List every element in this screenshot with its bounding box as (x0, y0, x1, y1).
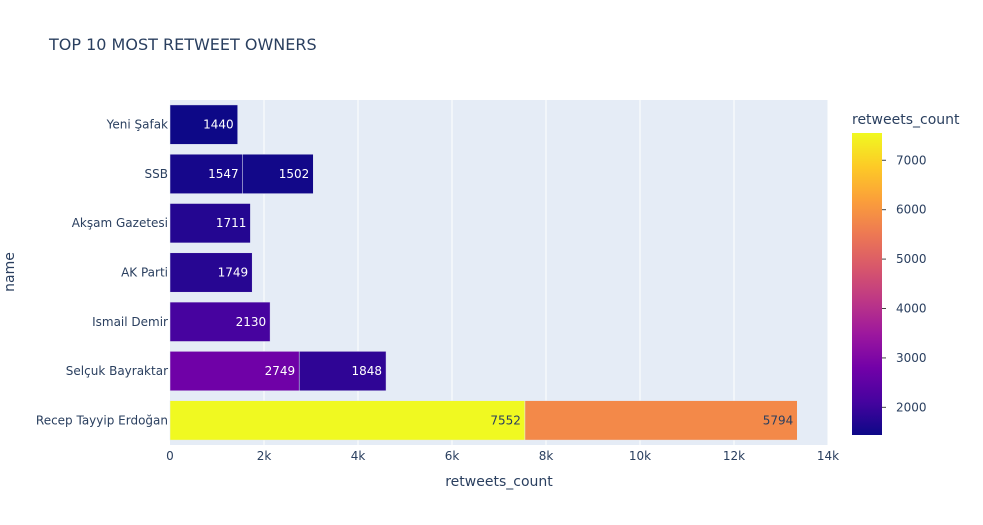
colorbar-tick-label: 7000 (896, 153, 927, 167)
y-tick-label: Selçuk Bayraktar (66, 364, 168, 378)
x-axis-ticks: 0 2k 4k 6k 8k 10k 12k 14k (166, 449, 839, 463)
bar-value-label: 1440 (203, 118, 234, 132)
bar (169, 252, 253, 293)
colorbar-tick-label: 2000 (896, 400, 927, 414)
x-tick-label: 12k (723, 449, 745, 463)
x-tick-label: 4k (351, 449, 366, 463)
colorbar-tick-label: 4000 (896, 302, 927, 316)
x-tick-label: 10k (629, 449, 651, 463)
y-tick-label: SSB (145, 167, 168, 181)
x-tick-label: 14k (817, 449, 839, 463)
y-axis-title: name (2, 252, 18, 292)
x-tick-label: 6k (445, 449, 460, 463)
colorbar-tick-label: 6000 (896, 203, 927, 217)
bar-value-label: 5794 (763, 413, 794, 427)
bar (169, 400, 526, 441)
bar-value-label: 1749 (218, 266, 249, 280)
x-axis-title: retweets_count (445, 474, 553, 490)
colorbar-ticks: 2000 3000 4000 5000 6000 7000 (882, 153, 927, 414)
x-tick-label: 2k (257, 449, 272, 463)
bar-labels: 1440 1547 1502 1711 1749 2130 2749 1848 7552 5794 (203, 118, 793, 428)
bar (169, 104, 238, 145)
bar-value-label: 2749 (265, 364, 296, 378)
bar-value-label: 1547 (208, 167, 239, 181)
bar (169, 351, 300, 392)
y-tick-label: Recep Tayyip Erdoğan (36, 413, 168, 427)
y-tick-label: Yeni Şafak (106, 118, 168, 132)
gridlines (263, 100, 829, 445)
bar (242, 153, 314, 194)
y-axis-ticks: Yeni Şafak SSB Akşam Gazetesi AK Parti Ismai… (36, 118, 168, 428)
bar (298, 351, 387, 392)
chart-title: TOP 10 MOST RETWEET OWNERS (48, 35, 317, 54)
y-tick-label: Akşam Gazetesi (72, 216, 168, 230)
bar-value-label: 1711 (216, 216, 247, 230)
colorbar-title: retweets_count (852, 112, 960, 128)
bar-value-label: 2130 (236, 315, 267, 329)
bar-value-label: 7552 (490, 413, 521, 427)
colorbar-tick-label: 5000 (896, 252, 927, 266)
plot-area (170, 100, 828, 445)
bar (169, 301, 271, 342)
bar-value-label: 1502 (279, 167, 310, 181)
bars (169, 104, 798, 441)
y-tick-label: Ismail Demir (92, 315, 168, 329)
bar-value-label: 1848 (352, 364, 383, 378)
x-tick-label: 0 (166, 449, 174, 463)
x-tick-label: 8k (539, 449, 554, 463)
colorbar-tick-label: 3000 (896, 351, 927, 365)
bar (169, 153, 243, 194)
bar (524, 400, 798, 441)
y-tick-label: AK Parti (121, 266, 168, 280)
bar (169, 203, 251, 244)
colorbar (852, 133, 882, 435)
